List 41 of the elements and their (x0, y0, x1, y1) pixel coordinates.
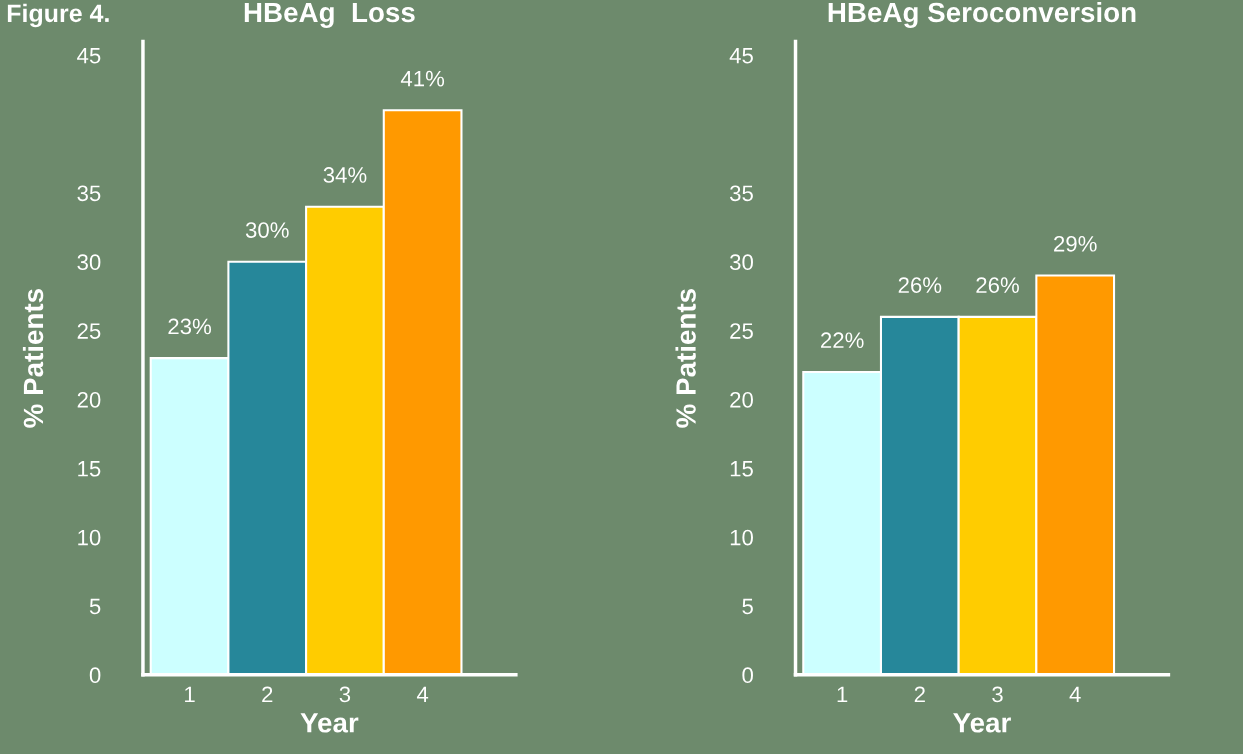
y-tick-label: 45 (729, 48, 753, 64)
x-tick-label: 3 (992, 686, 1003, 703)
y-tick-label: 0 (742, 667, 753, 684)
y-tick-label: 35 (729, 185, 753, 202)
y-tick-label: 30 (77, 254, 101, 271)
y-tick-label: 5 (89, 598, 101, 615)
chart-title: HBeAg Seroconversion (828, 1, 1136, 28)
y-axis-title: % Patients (675, 289, 696, 428)
y-tick-label: 15 (730, 461, 753, 477)
data-label: 29% (1054, 235, 1097, 252)
x-tick-label: 2 (914, 686, 925, 703)
data-label: 26% (898, 277, 942, 294)
y-tick-label: 10 (730, 529, 753, 546)
y-tick-label: 10 (78, 529, 101, 546)
data-label: 34% (323, 167, 367, 183)
y-tick-label: 30 (729, 254, 753, 271)
x-tick-label: 3 (339, 686, 351, 703)
x-tick-label: 4 (416, 686, 429, 703)
y-axis-title: % Patients (22, 289, 44, 428)
caption: Figure 4. (7, 3, 109, 28)
x-tick-label: 1 (185, 686, 195, 703)
x-tick-label: 2 (262, 686, 273, 703)
y-tick-label: 45 (77, 48, 101, 64)
data-label: 23% (168, 318, 212, 335)
y-tick-label: 20 (77, 391, 101, 408)
y-tick-label: 15 (78, 461, 101, 477)
y-tick-label: 35 (77, 185, 101, 202)
data-label: 26% (976, 277, 1019, 294)
y-tick-label: 0 (89, 667, 101, 684)
data-label: 41% (400, 70, 445, 87)
x-axis-title: Year (300, 713, 359, 733)
y-tick-label: 5 (742, 598, 753, 615)
x-tick-label: 1 (837, 686, 848, 703)
y-tick-label: 25 (77, 323, 101, 339)
x-tick-label: 4 (1069, 686, 1081, 703)
y-tick-label: 20 (730, 391, 753, 408)
x-axis-title: Year (953, 713, 1011, 733)
chart-title: HBeAg Loss (244, 2, 415, 28)
y-tick-label: 25 (730, 323, 753, 339)
data-label: 22% (821, 332, 864, 348)
data-label: 30% (245, 222, 289, 238)
